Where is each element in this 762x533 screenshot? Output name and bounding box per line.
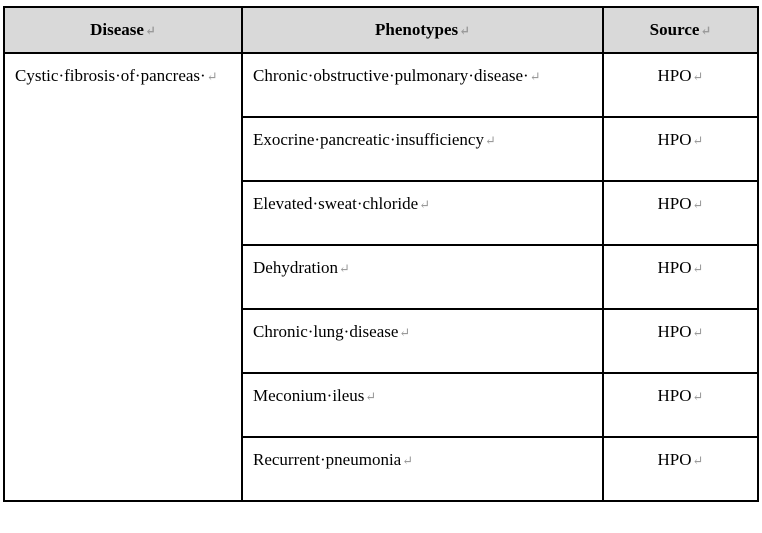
phenotype-cell: Exocrine·pancreatic·insufficiency↵ [241, 116, 604, 182]
return-mark-icon: ↵ [459, 22, 471, 38]
return-mark-icon: ↵ [692, 453, 704, 468]
return-mark-icon: ↵ [365, 389, 377, 404]
return-mark-icon: ↵ [692, 197, 704, 212]
return-mark-icon: ↵ [206, 69, 218, 84]
phenotype-cell: Meconium·ileus↵ [241, 372, 604, 438]
header-disease: Disease↵ [3, 6, 243, 54]
header-row: Disease↵ Phenotypes↵ Source↵ [3, 6, 759, 54]
return-mark-icon: ↵ [692, 133, 704, 148]
disease-cell: Cystic·fibrosis·of·pancreas·↵ [3, 52, 243, 502]
return-mark-icon: ↵ [692, 389, 704, 404]
table-row: Elevated·sweat·chloride↵ HPO↵ [4, 180, 759, 246]
disease-phenotype-table: Disease↵ Phenotypes↵ Source↵ Cystic·fibr… [3, 6, 759, 502]
source-cell: HPO↵ [602, 52, 759, 118]
source-cell: HPO↵ [602, 116, 759, 182]
return-mark-icon: ↵ [399, 325, 411, 340]
return-mark-icon: ↵ [692, 69, 704, 84]
table-row: Recurrent·pneumonia↵ HPO↵ [4, 436, 759, 502]
table-row: Cystic·fibrosis·of·pancreas·↵ Chronic·ob… [3, 52, 759, 502]
return-mark-icon: ↵ [402, 453, 414, 468]
phenotype-cell: Dehydration↵ [241, 244, 604, 310]
header-source: Source↵ [602, 6, 759, 54]
source-cell: HPO↵ [602, 308, 759, 374]
phenotype-cell: Chronic·obstructive·pulmonary·disease·↵ [241, 52, 604, 118]
return-mark-icon: ↵ [692, 261, 704, 276]
header-phenotypes: Phenotypes↵ [241, 6, 604, 54]
table-row: Exocrine·pancreatic·insufficiency↵ HPO↵ [4, 116, 759, 182]
phenotype-cell: Elevated·sweat·chloride↵ [241, 180, 604, 246]
return-mark-icon: ↵ [529, 69, 541, 84]
phenotype-cell: Recurrent·pneumonia↵ [241, 436, 604, 502]
source-cell: HPO↵ [602, 372, 759, 438]
phenotype-table-container: Disease↵ Phenotypes↵ Source↵ Cystic·fibr… [3, 6, 759, 502]
return-mark-icon: ↵ [419, 197, 431, 212]
source-cell: HPO↵ [602, 436, 759, 502]
source-cell: HPO↵ [602, 244, 759, 310]
return-mark-icon: ↵ [338, 261, 350, 276]
table-row: Chronic·lung·disease↵ HPO↵ [4, 308, 759, 374]
return-mark-icon: ↵ [692, 325, 704, 340]
return-mark-icon: ↵ [484, 133, 496, 148]
return-mark-icon: ↵ [144, 22, 156, 38]
source-cell: HPO↵ [602, 180, 759, 246]
table-row: Meconium·ileus↵ HPO↵ [4, 372, 759, 438]
phenotype-cell: Chronic·lung·disease↵ [241, 308, 604, 374]
return-mark-icon: ↵ [700, 22, 712, 38]
table-row: Dehydration↵ HPO↵ [4, 244, 759, 310]
